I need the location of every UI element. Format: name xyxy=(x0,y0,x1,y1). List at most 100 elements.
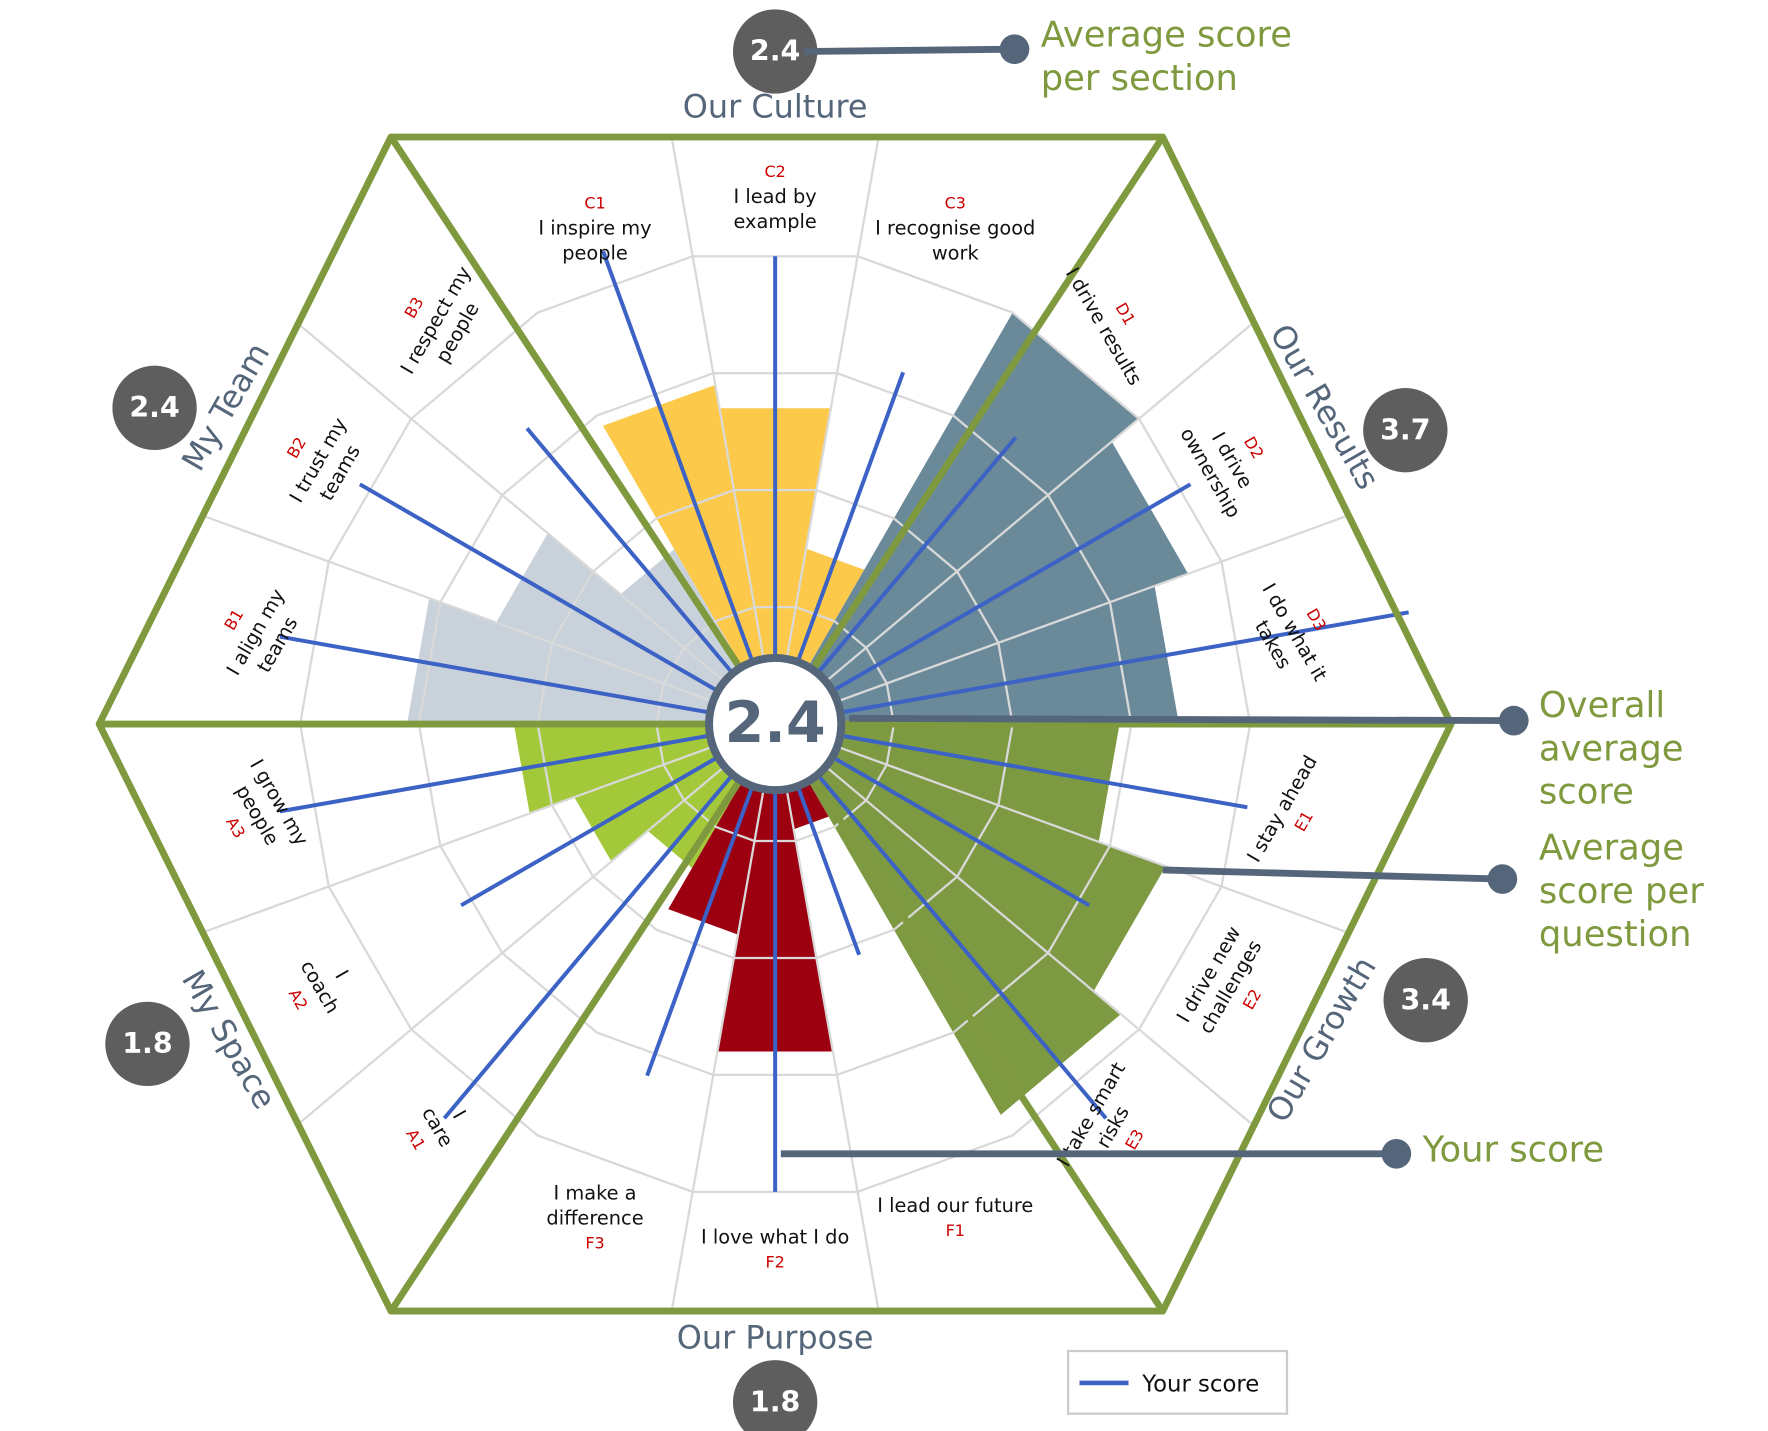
question-text: example xyxy=(733,210,816,233)
question-text: I stay ahead xyxy=(1242,751,1322,866)
score-line xyxy=(442,722,777,1120)
question-code: E3 xyxy=(1121,1126,1148,1153)
annotation-text: Your score xyxy=(1422,1130,1605,1171)
score-line xyxy=(774,482,1192,726)
section-badge xyxy=(112,365,197,451)
radial-line xyxy=(774,723,1255,1127)
bar xyxy=(775,441,1189,725)
annotation-text: Overall xyxy=(1539,685,1665,726)
overall-score: 2.4 xyxy=(725,690,826,756)
question-code: C2 xyxy=(764,162,785,181)
question-text: I recognise good xyxy=(875,217,1035,240)
question-text: I lead our future xyxy=(877,1194,1033,1217)
question-text: I inspire my xyxy=(538,217,651,240)
radial-line xyxy=(774,722,1349,934)
radial-line xyxy=(202,514,776,726)
question-code: E2 xyxy=(1239,986,1266,1013)
score-line xyxy=(774,722,1248,810)
legend-label: Your score xyxy=(1141,1372,1259,1398)
score-line xyxy=(773,722,1108,1120)
radial-line xyxy=(297,723,776,1126)
question-label: I love what I do F2 xyxy=(701,1226,849,1272)
score-line xyxy=(279,634,776,727)
section-title: Our Growth xyxy=(1259,950,1384,1128)
score-line xyxy=(358,482,777,726)
score-line xyxy=(774,610,1409,727)
score-line xyxy=(601,250,778,725)
annotation-text: question xyxy=(1539,914,1692,955)
connector-dot xyxy=(999,34,1030,65)
annotation-text: average xyxy=(1539,728,1684,769)
center: 2.4 xyxy=(705,653,846,795)
section-average: 1.8 xyxy=(122,1027,172,1060)
question-code: F1 xyxy=(946,1221,965,1240)
section-badge xyxy=(105,1001,190,1087)
section-badge xyxy=(732,9,818,94)
center-circle xyxy=(705,653,846,795)
legend: Your score xyxy=(1066,1349,1289,1415)
connector xyxy=(1162,866,1503,883)
bar xyxy=(775,312,1140,725)
connector-dot xyxy=(1498,705,1529,736)
section-title: Our Culture xyxy=(683,87,868,125)
question-label: I lead our future F1 xyxy=(877,1194,1033,1240)
bar xyxy=(406,598,776,725)
score-line xyxy=(279,722,776,814)
question-code: A2 xyxy=(285,986,312,1014)
radial-line xyxy=(774,321,1255,725)
question-text: I make a xyxy=(553,1181,636,1204)
question-text: I lead by xyxy=(734,185,817,208)
section-average: 3.7 xyxy=(1380,413,1430,446)
question-code: A3 xyxy=(222,814,249,842)
annotation-text: Average xyxy=(1539,827,1684,868)
annotation-text: per section xyxy=(1041,58,1238,99)
radial-line xyxy=(297,322,776,725)
question-code: E1 xyxy=(1290,808,1317,835)
question-code: C1 xyxy=(584,194,605,213)
question-text: I xyxy=(330,966,353,982)
section-badge xyxy=(1363,388,1448,473)
question-code: C3 xyxy=(945,194,966,213)
question-code: F3 xyxy=(585,1234,604,1253)
section-badge xyxy=(732,1360,818,1431)
radial-line xyxy=(202,722,776,934)
section-average: 2.4 xyxy=(129,391,179,424)
question-text: I love what I do xyxy=(701,1226,849,1249)
annotation-text: score xyxy=(1539,772,1634,813)
bar xyxy=(775,585,1179,725)
bar xyxy=(602,384,776,725)
question-text: difference xyxy=(546,1206,643,1229)
radial-line xyxy=(670,136,777,725)
section-average: 1.8 xyxy=(750,1385,800,1418)
connector xyxy=(803,45,1015,55)
section-average: 3.4 xyxy=(1400,983,1450,1016)
connector-dot xyxy=(1487,864,1518,894)
annotation-text: score per xyxy=(1539,871,1704,912)
question-code: F2 xyxy=(765,1253,784,1272)
section-average: 2.4 xyxy=(750,35,800,68)
question-code: A1 xyxy=(402,1126,429,1154)
annotation-text: Average score xyxy=(1041,15,1292,56)
bar xyxy=(496,533,776,725)
radial-line xyxy=(774,136,880,725)
connector-dot xyxy=(1381,1138,1412,1169)
radial-line xyxy=(774,723,880,1312)
question-text: people xyxy=(562,242,628,265)
section-badge xyxy=(1383,958,1468,1043)
bar xyxy=(775,724,1121,1115)
radial-line xyxy=(774,514,1349,726)
connector xyxy=(849,714,1514,725)
